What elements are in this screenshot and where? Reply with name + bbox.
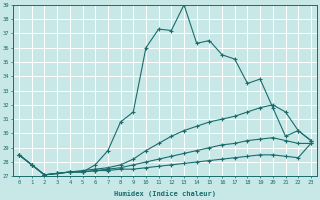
X-axis label: Humidex (Indice chaleur): Humidex (Indice chaleur) — [114, 190, 216, 197]
